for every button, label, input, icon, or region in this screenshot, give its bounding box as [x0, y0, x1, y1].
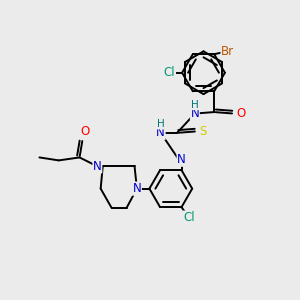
Text: O: O	[80, 125, 89, 138]
Text: N: N	[177, 153, 186, 166]
Text: Cl: Cl	[164, 66, 176, 79]
Text: N: N	[133, 182, 141, 195]
Text: N: N	[190, 107, 199, 120]
Text: H: H	[157, 119, 165, 129]
Text: H: H	[191, 100, 199, 110]
Text: Cl: Cl	[183, 211, 195, 224]
Text: Br: Br	[221, 45, 234, 58]
Text: S: S	[199, 125, 207, 138]
Text: N: N	[156, 126, 165, 140]
Text: O: O	[236, 107, 246, 120]
Text: N: N	[93, 160, 102, 173]
